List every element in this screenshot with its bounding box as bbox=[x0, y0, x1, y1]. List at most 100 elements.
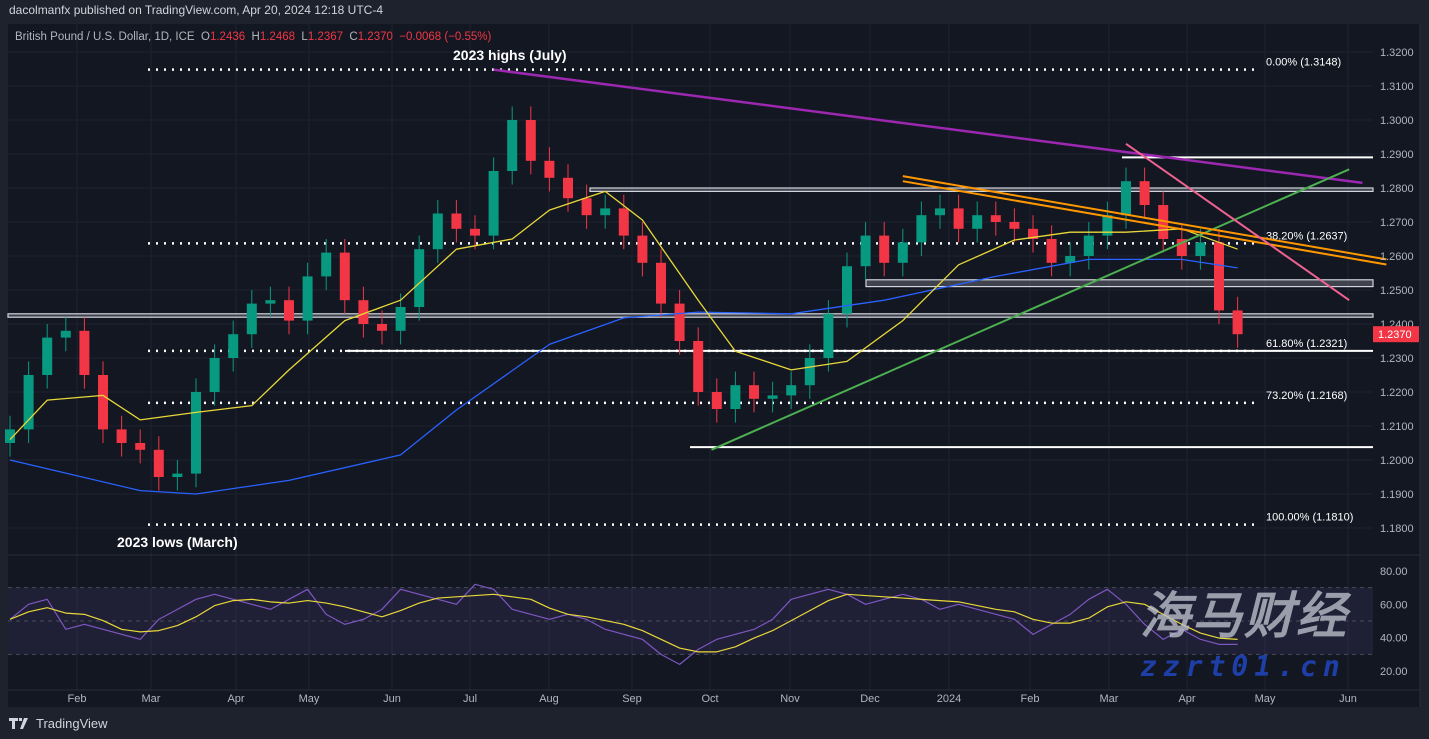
price-tick-label: 1.2100 bbox=[1380, 421, 1414, 433]
price-tick-label: 1.2000 bbox=[1380, 455, 1414, 467]
candle-up bbox=[1195, 242, 1206, 256]
time-tick-label: Mar bbox=[142, 693, 161, 705]
rsi-band bbox=[8, 587, 1373, 655]
candle-up bbox=[897, 242, 908, 263]
candle-up bbox=[5, 429, 15, 443]
time-tick-label: Jun bbox=[383, 693, 401, 705]
candle-down bbox=[953, 208, 964, 229]
price-tick-label: 1.3000 bbox=[1380, 115, 1414, 127]
candle-down bbox=[544, 160, 555, 178]
fib-level-label: 73.20% (1.2168) bbox=[1266, 390, 1347, 402]
rsi-lines bbox=[9, 583, 1238, 665]
time-tick-label: Apr bbox=[1178, 693, 1195, 705]
candle-up bbox=[246, 303, 257, 335]
candle-up bbox=[1121, 181, 1131, 216]
time-tick-label: Jul bbox=[463, 693, 477, 705]
candle-up bbox=[321, 252, 332, 277]
open-label: O bbox=[201, 31, 210, 43]
chart-panel[interactable] bbox=[8, 24, 1420, 707]
close-value: 1.2370 bbox=[357, 31, 393, 43]
candle-up bbox=[172, 473, 183, 477]
time-tick-label: Nov bbox=[780, 693, 800, 705]
candle-down bbox=[116, 429, 127, 443]
candle-down bbox=[879, 235, 890, 263]
time-tick-label: Aug bbox=[539, 693, 559, 705]
time-tick-label: Dec bbox=[860, 693, 880, 705]
rsi-tick-label: 60.00 bbox=[1380, 599, 1408, 611]
time-tick-label: Feb bbox=[1021, 693, 1040, 705]
candle-down bbox=[711, 392, 722, 409]
candle-down bbox=[563, 177, 573, 199]
ma-fast-line bbox=[9, 190, 1238, 441]
candle-down bbox=[1232, 310, 1243, 335]
price-tick-label: 1.2800 bbox=[1380, 183, 1414, 195]
fib-level-label: 61.80% (1.2321) bbox=[1266, 338, 1347, 350]
candle-down bbox=[153, 449, 164, 477]
candle-down bbox=[1176, 239, 1187, 256]
time-tick-label: May bbox=[299, 693, 320, 705]
candle-down bbox=[693, 341, 704, 392]
low-value: 1.2367 bbox=[307, 31, 344, 43]
trendline-orange-channel bbox=[902, 180, 1387, 266]
candle-up bbox=[60, 330, 71, 338]
candle-down bbox=[525, 120, 536, 161]
candle-up bbox=[23, 375, 34, 430]
candle-up bbox=[804, 358, 815, 386]
high-value: 1.2468 bbox=[259, 31, 296, 43]
candle-down bbox=[618, 208, 629, 236]
candle-down bbox=[1214, 242, 1224, 311]
price-tick-label: 1.2200 bbox=[1380, 387, 1414, 399]
candle-up bbox=[414, 249, 425, 307]
fib-level-label: 0.00% (1.3148) bbox=[1266, 57, 1341, 69]
watermark-logo: 海马财经 bbox=[1140, 587, 1348, 645]
candle-up bbox=[1083, 235, 1094, 256]
last-price-label: 1.2370 bbox=[1378, 329, 1412, 341]
publisher-line: dacolmanfx published on TradingView.com,… bbox=[9, 3, 384, 17]
time-tick-label: Feb bbox=[68, 693, 87, 705]
candle-down bbox=[637, 235, 648, 263]
candle-down bbox=[339, 252, 350, 301]
time-tick-label: Apr bbox=[227, 693, 244, 705]
watermark-url: zzrt01.cn bbox=[1140, 650, 1346, 683]
change-value: −0.0068 (−0.55%) bbox=[399, 31, 492, 43]
candle-up bbox=[395, 307, 406, 331]
price-tick-label: 1.1800 bbox=[1380, 523, 1414, 535]
candle-up bbox=[432, 213, 443, 250]
price-tick-label: 1.2500 bbox=[1380, 285, 1414, 297]
high-label: H bbox=[251, 31, 260, 43]
candle-up bbox=[302, 276, 313, 321]
price-tick-label: 1.2900 bbox=[1380, 149, 1414, 161]
moving-averages bbox=[9, 190, 1238, 495]
trendline-pink-trend bbox=[1125, 142, 1350, 302]
candle-up bbox=[488, 171, 499, 236]
candle-down bbox=[1139, 181, 1150, 205]
time-tick-label: Jun bbox=[1339, 693, 1357, 705]
time-tick-label: 2024 bbox=[937, 693, 961, 705]
time-tick-label: Oct bbox=[701, 693, 718, 705]
candle-up bbox=[972, 215, 983, 229]
candle-down bbox=[98, 375, 108, 430]
candle-up bbox=[786, 385, 797, 396]
price-tick-label: 1.2600 bbox=[1380, 251, 1414, 263]
candle-down bbox=[990, 215, 1001, 222]
candle-up bbox=[1102, 215, 1113, 236]
candle-down bbox=[749, 385, 759, 399]
candle-up bbox=[209, 358, 220, 392]
tradingview-footer[interactable]: TradingView bbox=[9, 716, 108, 731]
candle-up bbox=[600, 208, 611, 216]
candle-up bbox=[823, 313, 834, 358]
tradingview-logo-icon bbox=[9, 717, 28, 729]
annotation-2023-lows: 2023 lows (March) bbox=[117, 534, 238, 550]
candle-up bbox=[916, 215, 927, 243]
candle-up bbox=[228, 334, 239, 358]
rsi-line bbox=[9, 583, 1238, 665]
candle-down bbox=[1158, 205, 1169, 239]
candle-up bbox=[42, 337, 53, 375]
tradingview-brand: TradingView bbox=[36, 716, 108, 731]
fib-level-label: 38.20% (1.2637) bbox=[1266, 230, 1347, 242]
support-resistance-zone bbox=[7, 313, 1374, 318]
candle-up bbox=[935, 208, 945, 216]
candle-down bbox=[135, 443, 146, 450]
candle-down bbox=[377, 324, 387, 331]
